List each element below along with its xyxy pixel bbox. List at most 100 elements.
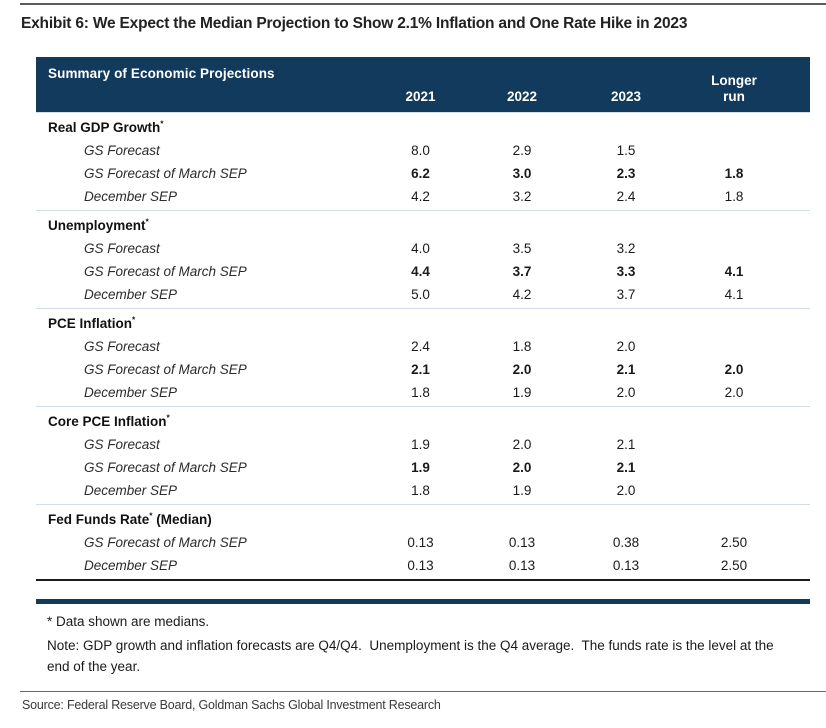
column-header-longer-run-label: Longer run — [711, 73, 757, 105]
value-longer-run: 4.1 — [724, 264, 744, 279]
value-2022: 2.0 — [512, 362, 532, 377]
row-label: GS Forecast — [84, 143, 160, 158]
table-row: GS Forecast 1.9 2.0 2.1 — [36, 433, 810, 456]
value-2022: 1.8 — [512, 339, 532, 354]
value-2021: 8.0 — [411, 143, 430, 158]
value-2022: 3.0 — [512, 166, 532, 181]
value-2023: 2.0 — [616, 339, 636, 354]
column-headers: 2021 2022 2023 Longer run — [36, 73, 810, 112]
table-body: Real GDP Growth* GS Forecast 8.0 2.9 1.5… — [36, 112, 810, 581]
footnote-asterisk: * — [160, 118, 164, 129]
value-2022: 1.9 — [512, 385, 532, 400]
value-longer-run — [679, 456, 789, 479]
value-2023: 2.4 — [616, 189, 636, 204]
section-real-gdp-growth: Real GDP Growth* GS Forecast 8.0 2.9 1.5… — [36, 112, 810, 210]
value-2022: 3.5 — [512, 241, 532, 256]
value-2023: 2.0 — [616, 483, 636, 498]
value-longer-run: 2.0 — [724, 362, 744, 377]
table-row: December SEP 5.0 4.2 3.7 4.1 — [36, 283, 810, 306]
value-2021: 1.9 — [411, 460, 430, 475]
table-row: GS Forecast 2.4 1.8 2.0 — [36, 335, 810, 358]
row-label: GS Forecast of March SEP — [84, 460, 247, 475]
value-2023: 2.1 — [616, 362, 636, 377]
section-fed-funds-rate: Fed Funds Rate* (Median) GS Forecast of … — [36, 504, 810, 579]
table-row: December SEP 1.8 1.9 2.0 2.0 — [36, 381, 810, 404]
value-2022: 0.13 — [508, 558, 536, 573]
row-label: GS Forecast of March SEP — [84, 166, 247, 181]
row-label: GS Forecast — [84, 241, 160, 256]
top-divider — [20, 3, 826, 5]
footnote-asterisk: * — [149, 510, 153, 521]
column-header-2023: 2023 — [610, 89, 642, 105]
value-2023: 2.0 — [616, 385, 636, 400]
section-label: Core PCE Inflation* — [48, 412, 170, 429]
footnote-note: Note: GDP growth and inflation forecasts… — [47, 638, 778, 674]
source-divider — [20, 691, 826, 692]
row-label: December SEP — [84, 558, 178, 573]
value-longer-run — [679, 479, 789, 502]
value-2022: 4.2 — [512, 287, 532, 302]
section-label: Fed Funds Rate* (Median) — [48, 510, 212, 527]
value-2023: 2.1 — [616, 460, 636, 475]
table-row: GS Forecast of March SEP 1.9 2.0 2.1 — [36, 456, 810, 479]
value-2021: 5.0 — [411, 287, 430, 302]
footnote-asterisk: * — [166, 412, 170, 423]
value-longer-run: 4.1 — [724, 287, 744, 302]
section-label: Unemployment* — [48, 216, 149, 233]
value-longer-run — [679, 433, 789, 456]
footnotes: * Data shown are medians. Note: GDP grow… — [47, 611, 777, 677]
footnote-asterisk: * — [132, 314, 136, 325]
value-2023: 2.1 — [616, 437, 636, 452]
value-2021: 1.8 — [411, 385, 430, 400]
row-label: GS Forecast — [84, 339, 160, 354]
row-label: December SEP — [84, 189, 178, 204]
section-unemployment: Unemployment* GS Forecast 4.0 3.5 3.2 GS… — [36, 210, 810, 308]
value-2023: 3.3 — [616, 264, 636, 279]
value-2022: 3.2 — [512, 189, 532, 204]
value-longer-run — [679, 237, 789, 260]
value-2023: 3.7 — [616, 287, 636, 302]
table-row: GS Forecast of March SEP 6.2 3.0 2.3 1.8 — [36, 162, 810, 185]
value-2022: 2.0 — [512, 460, 532, 475]
value-2021: 2.1 — [411, 362, 430, 377]
value-longer-run: 2.50 — [720, 535, 748, 550]
value-2023: 0.38 — [612, 535, 640, 550]
value-longer-run: 1.8 — [724, 166, 744, 181]
value-longer-run: 1.8 — [724, 189, 744, 204]
value-2022: 2.9 — [512, 143, 532, 158]
row-label: GS Forecast of March SEP — [84, 535, 247, 550]
thick-navy-divider — [36, 599, 810, 604]
exhibit-title: Exhibit 6: We Expect the Median Projecti… — [21, 15, 688, 32]
table-row: GS Forecast 8.0 2.9 1.5 — [36, 139, 810, 162]
row-label: GS Forecast of March SEP — [84, 362, 247, 377]
value-2021: 1.9 — [411, 437, 430, 452]
value-longer-run: 2.50 — [720, 558, 748, 573]
value-2021: 1.8 — [411, 483, 430, 498]
row-label: December SEP — [84, 483, 178, 498]
value-2021: 4.4 — [411, 264, 430, 279]
value-2022: 2.0 — [512, 437, 532, 452]
section-pce-inflation: PCE Inflation* GS Forecast 2.4 1.8 2.0 G… — [36, 308, 810, 406]
value-2022: 0.13 — [508, 535, 536, 550]
projections-table: Summary of Economic Projections 2021 202… — [36, 57, 810, 581]
row-label: GS Forecast of March SEP — [84, 264, 247, 279]
value-2023: 0.13 — [612, 558, 640, 573]
table-row: GS Forecast of March SEP 2.1 2.0 2.1 2.0 — [36, 358, 810, 381]
footnote-medians: * Data shown are medians. — [47, 614, 210, 629]
value-2023: 2.3 — [616, 166, 636, 181]
value-2021: 2.4 — [411, 339, 430, 354]
column-header-2021: 2021 — [405, 89, 436, 105]
table-row: GS Forecast of March SEP 0.13 0.13 0.38 … — [36, 531, 810, 554]
exhibit-page: Exhibit 6: We Expect the Median Projecti… — [0, 3, 826, 712]
value-2021: 0.13 — [407, 535, 434, 550]
table-row: December SEP 4.2 3.2 2.4 1.8 — [36, 185, 810, 208]
value-2021: 4.2 — [411, 189, 430, 204]
value-2022: 1.9 — [512, 483, 532, 498]
table-row: December SEP 1.8 1.9 2.0 — [36, 479, 810, 502]
section-label: PCE Inflation* — [48, 314, 136, 331]
section-core-pce-inflation: Core PCE Inflation* GS Forecast 1.9 2.0 … — [36, 406, 810, 504]
value-2021: 0.13 — [407, 558, 434, 573]
table-header-bar: Summary of Economic Projections 2021 202… — [36, 57, 810, 112]
column-header-longer-run: Longer run — [679, 73, 789, 105]
value-2023: 1.5 — [616, 143, 636, 158]
